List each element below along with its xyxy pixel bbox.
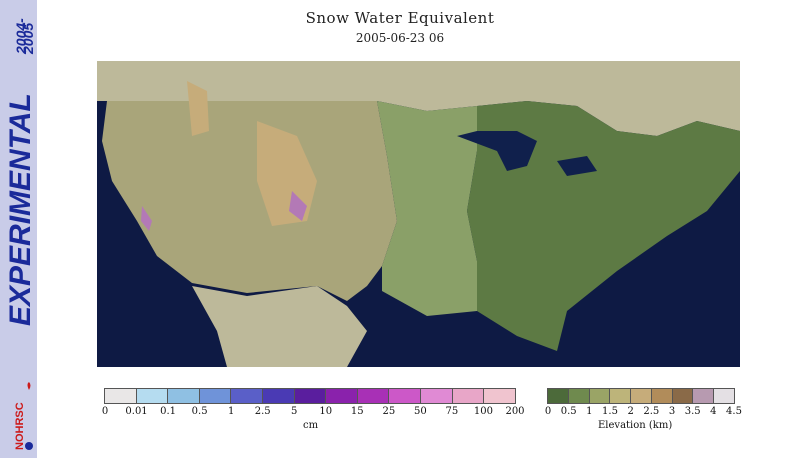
elevation-tick-label: 2 — [627, 406, 634, 417]
swe-swatch — [294, 389, 327, 403]
eastern-us — [467, 101, 740, 351]
northern-rockies — [187, 81, 209, 136]
elevation-swatch — [693, 389, 715, 403]
swe-tick-label: 0.01 — [125, 406, 148, 417]
map-title: Snow Water Equivalent — [305, 9, 495, 27]
swe-swatch — [199, 389, 232, 403]
canada — [97, 61, 740, 136]
swe-swatch — [105, 389, 137, 403]
swe-unit: cm — [303, 420, 319, 431]
swe-tick-label: 5 — [291, 406, 298, 417]
great-lakes — [457, 131, 537, 171]
season-years: 2004- 2005 — [13, 18, 35, 55]
nohrsc-logo: NOHRSC — [14, 382, 33, 450]
elevation-tick-label: 3 — [668, 406, 676, 417]
lake-erie — [557, 156, 597, 176]
elevation-swatch — [714, 389, 735, 403]
great-plains — [377, 101, 477, 316]
elevation-tick-label: 4.5 — [726, 406, 742, 417]
swe-tick-label: 0 — [101, 406, 109, 417]
swe-tick-label: 10 — [319, 406, 333, 417]
elevation-swatch — [651, 389, 673, 403]
elevation-tick-label: 4 — [710, 406, 717, 417]
elevation-color-bar — [547, 388, 735, 404]
elevation-tick-label: 0.5 — [560, 406, 577, 417]
experimental-label: EXPERIMENTAL — [4, 93, 37, 326]
western-us — [102, 101, 397, 301]
swe-tick-label: 50 — [414, 406, 427, 417]
season-year-start: 2004- — [13, 18, 29, 55]
swe-swatch — [421, 389, 453, 403]
sierra-snowpack — [141, 206, 152, 231]
experimental-text: EXPERIMENTAL — [4, 93, 37, 326]
swe-tick-label: 100 — [473, 406, 493, 417]
elevation-swatch — [589, 389, 611, 403]
colorado-snowpack — [289, 191, 307, 221]
elevation-swatch — [610, 389, 632, 403]
swe-swatch — [326, 389, 358, 403]
swe-swatch — [484, 389, 515, 403]
swe-tick-label: 25 — [382, 406, 396, 417]
elevation-swatch — [568, 389, 590, 403]
swe-swatch — [263, 389, 295, 403]
mexico — [192, 286, 367, 367]
swe-swatch — [452, 389, 485, 403]
elevation-tick-label: 1 — [586, 406, 593, 417]
swe-tick-label: 15 — [350, 406, 364, 417]
swe-tick-label: 0.5 — [191, 406, 208, 417]
swe-tick-label: 200 — [505, 406, 525, 417]
elevation-swatch — [548, 389, 569, 403]
rocky-mountains — [257, 121, 317, 226]
elevation-tick-label: 1.5 — [602, 406, 618, 417]
elevation-swatch — [672, 389, 694, 403]
swe-tick-label: 0.1 — [160, 406, 177, 417]
swe-tick-label: 75 — [445, 406, 459, 417]
snow-map — [97, 61, 740, 367]
elevation-tick-label: 0 — [544, 406, 552, 417]
season-year-end: 2005 — [20, 23, 35, 55]
sidebar-banner: 2004- 2005 EXPERIMENTAL NOHRSC — [0, 0, 37, 458]
swe-swatch — [168, 389, 200, 403]
swe-swatch — [389, 389, 422, 403]
elevation-unit: Elevation (km) — [598, 420, 673, 431]
swe-swatch — [357, 389, 390, 403]
elevation-tick-label: 3.5 — [684, 406, 701, 417]
swe-tick-label: 2.5 — [254, 406, 271, 417]
swe-color-bar — [104, 388, 516, 404]
elevation-swatch — [631, 389, 652, 403]
swe-tick-label: 1 — [227, 406, 235, 417]
swe-swatch — [231, 389, 264, 403]
swe-swatch — [136, 389, 169, 403]
elevation-tick-label: 2.5 — [643, 406, 660, 417]
logo-text: NOHRSC — [14, 402, 26, 450]
map-timestamp: 2005-06-23 06 — [355, 31, 445, 45]
